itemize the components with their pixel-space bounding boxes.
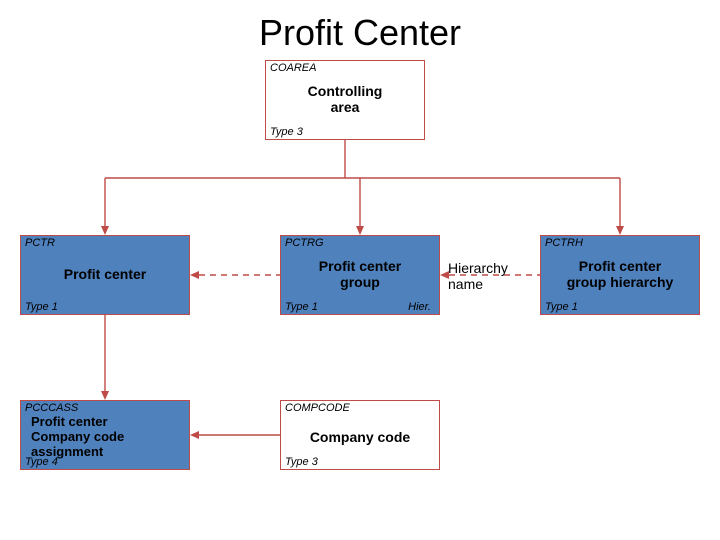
node-label: Controllingarea xyxy=(266,83,424,115)
node-code: PCTRG xyxy=(285,237,324,249)
node-label: Profit centerCompany codeassignment xyxy=(31,415,185,460)
node-code: PCCCASS xyxy=(25,402,78,414)
node-type: Type 1 xyxy=(285,301,318,313)
node-type: Type 3 xyxy=(285,456,318,468)
node-pcccass: PCCCASSType 4Profit centerCompany codeas… xyxy=(20,400,190,470)
node-code: PCTRH xyxy=(545,237,583,249)
node-code: COMPCODE xyxy=(285,402,350,414)
page-title: Profit Center xyxy=(0,12,720,54)
node-type: Type 1 xyxy=(25,301,58,313)
node-label: Profit centergroup hierarchy xyxy=(541,258,699,290)
node-code: PCTR xyxy=(25,237,55,249)
node-compcode: COMPCODE Type 3 Company code xyxy=(280,400,440,470)
diagram-stage: Profit Center COAREA Type 3 Controllingare… xyxy=(0,0,720,540)
node-extra: Hier. xyxy=(408,301,431,313)
node-label: Profit centergroup xyxy=(281,258,439,290)
node-pctrg: PCTRG Type 1 Hier. Profit centergroup xyxy=(280,235,440,315)
node-label: Company code xyxy=(281,429,439,445)
node-type: Type 1 xyxy=(545,301,578,313)
node-pctrh: PCTRH Type 1 Profit centergroup hierarchy xyxy=(540,235,700,315)
node-pctr: PCTR Type 1 Profit center xyxy=(20,235,190,315)
annotation-hier_name: Hierarchyname xyxy=(448,260,508,292)
node-type: Type 3 xyxy=(270,126,303,138)
node-coarea: COAREA Type 3 Controllingarea xyxy=(265,60,425,140)
node-label: Profit center xyxy=(21,266,189,282)
node-code: COAREA xyxy=(270,62,316,74)
